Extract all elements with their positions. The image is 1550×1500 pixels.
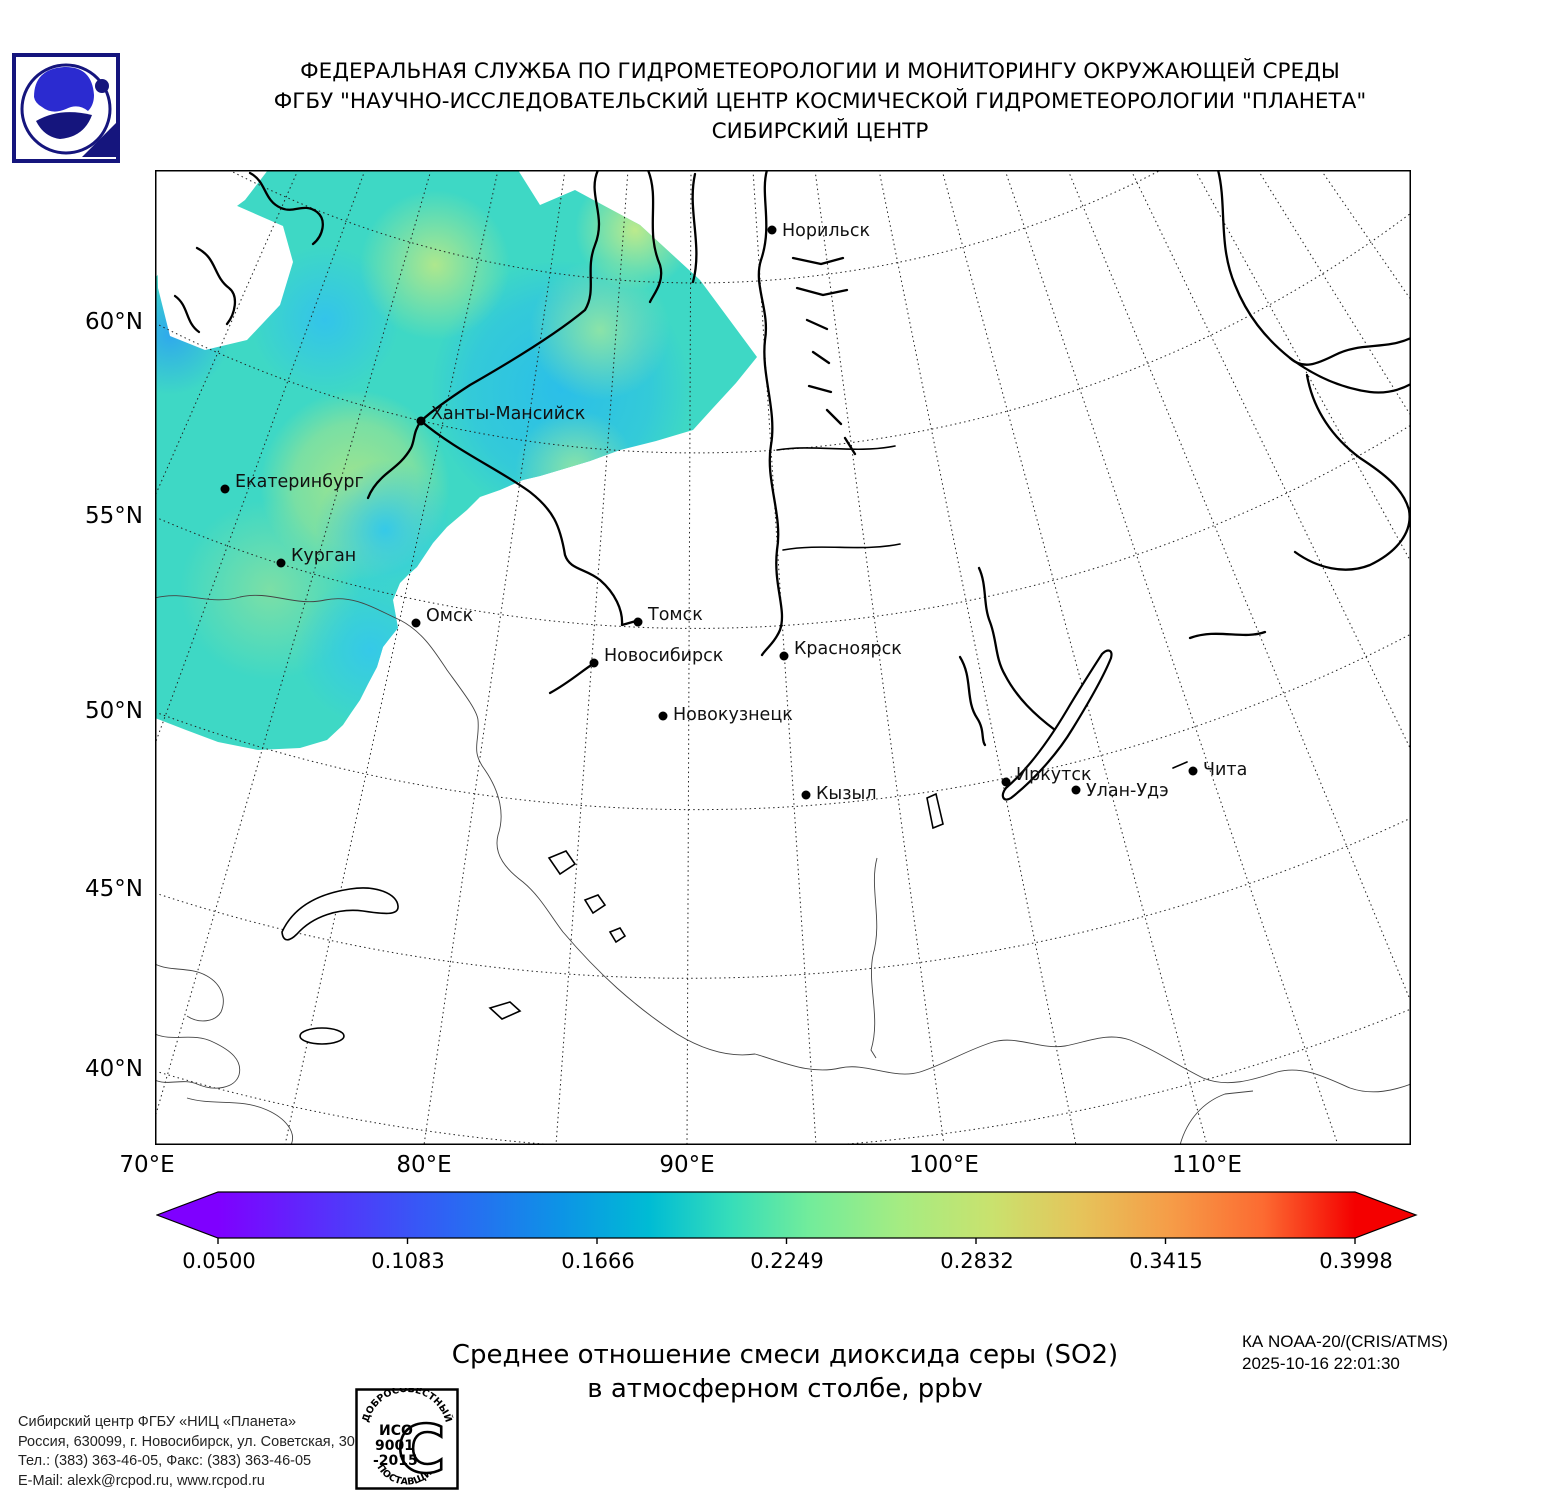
contact-info: Сибирский центр ФГБУ «НИЦ «Планета» Росс… — [18, 1413, 355, 1491]
city-omsk: Омск — [411, 606, 473, 628]
title-line-2: ФГБУ "НАУЧНО-ИССЛЕДОВАТЕЛЬСКИЙ ЦЕНТР КОС… — [273, 89, 1367, 114]
cb-tick-5: 0.3415 — [1129, 1249, 1203, 1273]
data-gap — [157, 200, 293, 350]
lon-label-90e: 90°E — [659, 1152, 715, 1178]
stamp-iso: ИСО — [379, 1423, 413, 1439]
lon-label-100e: 100°E — [909, 1152, 979, 1178]
header-title: ФЕДЕРАЛЬНАЯ СЛУЖБА ПО ГИДРОМЕТЕОРОЛОГИИ … — [120, 57, 1520, 147]
city-tomsk: Томск — [633, 605, 703, 627]
meridians — [155, 170, 1411, 1145]
colorbar-gradient — [218, 1192, 1355, 1238]
svg-text:Ханты-Мансийск: Ханты-Мансийск — [431, 404, 585, 424]
stamp-letter-c: С — [397, 1411, 445, 1488]
river-ob-lower — [419, 170, 601, 423]
city-ulan-ude: Улан-Удэ — [1071, 781, 1169, 801]
iso-9001-stamp-icon: ДОБРОСОВЕСТНЫЙ ПОСТАВЩИК С ИСО 9001 -201… — [355, 1388, 459, 1490]
cb-tick-6: 0.3998 — [1319, 1249, 1393, 1273]
cb-tick-1: 0.1083 — [371, 1249, 445, 1273]
footer-line-2: Россия, 630099, г. Новосибирск, ул. Сове… — [18, 1433, 355, 1450]
parallels — [155, 170, 1411, 1145]
city-kyzyl: Кызыл — [801, 784, 877, 804]
satellite-name: КА NOAA-20/(CRIS/ATMS) — [1242, 1332, 1449, 1351]
svg-text:Норильск: Норильск — [782, 221, 870, 241]
cb-tick-2: 0.1666 — [561, 1249, 635, 1273]
lat-label-40n: 40°N — [85, 1056, 143, 1082]
footer-line-1: Сибирский центр ФГБУ «НИЦ «Планета» — [18, 1414, 297, 1430]
city-khanty-mansiysk: Ханты-Мансийск — [416, 404, 585, 426]
lon-label-110e: 110°E — [1172, 1152, 1242, 1178]
cb-tick-3: 0.2249 — [750, 1249, 824, 1273]
lake-balkhash — [281, 887, 399, 941]
city-ekaterinburg: Екатеринбург — [220, 472, 364, 494]
footer-line-4: E-Mail: alexk@rcpod.ru, www.rcpod.ru — [18, 1472, 265, 1489]
river-irtysh — [366, 419, 423, 500]
city-novosibirsk: Новосибирск — [589, 646, 723, 668]
svg-text:Кызыл: Кызыл — [816, 784, 877, 804]
svg-text:Красноярск: Красноярск — [794, 639, 902, 659]
svg-text:Екатеринбург: Екатеринбург — [235, 472, 364, 492]
svg-text:Чита: Чита — [1203, 760, 1247, 780]
product-caption: Среднее отношение смеси диоксида серы (S… — [380, 1338, 1190, 1406]
caption-line-1: Среднее отношение смеси диоксида серы (S… — [451, 1340, 1119, 1370]
city-kurgan: Курган — [276, 546, 356, 568]
svg-text:Улан-Удэ: Улан-Удэ — [1086, 781, 1169, 801]
acquisition-datetime: 2025-10-16 22:01:30 — [1242, 1354, 1400, 1373]
lat-label-45n: 45°N — [85, 876, 143, 902]
title-line-3: СИБИРСКИЙ ЦЕНТР — [711, 119, 929, 144]
city-norilsk: Норильск — [767, 221, 870, 241]
caption-line-2: в атмосферном столбе, ppbv — [587, 1374, 983, 1404]
svg-text:Иркутск: Иркутск — [1016, 765, 1092, 785]
lakes — [281, 792, 944, 1045]
river-ob-upper — [419, 419, 638, 627]
river-lena — [1216, 170, 1411, 394]
city-irkutsk: Иркутск — [1001, 765, 1092, 787]
planeta-logo-icon — [12, 53, 120, 163]
lat-label-60n: 60°N — [85, 309, 143, 335]
city-krasnoyarsk: Красноярск — [779, 639, 902, 661]
river-angara — [977, 566, 1057, 732]
stamp-2015: -2015 — [373, 1453, 418, 1469]
map-canvas: Норильск Ханты-Мансийск Екатеринбург Кур… — [155, 170, 1411, 1145]
colorbar-over-arrow — [1355, 1192, 1416, 1238]
cb-tick-4: 0.2832 — [940, 1249, 1014, 1273]
svg-text:Новокузнецк: Новокузнецк — [673, 705, 793, 725]
river-yenisei — [757, 170, 784, 657]
colorbar-ticks — [217, 1238, 1356, 1244]
lat-label-50n: 50°N — [85, 698, 143, 724]
svg-text:Курган: Курган — [291, 546, 356, 566]
colorbar-under-arrow — [157, 1192, 218, 1238]
rivers-coastlines — [173, 170, 1411, 801]
footer-line-3: Тел.: (383) 363-46-05, Факс: (383) 363-4… — [18, 1453, 312, 1469]
svg-text:Новосибирск: Новосибирск — [604, 646, 723, 666]
country-borders — [155, 594, 1411, 1145]
lon-label-70e: 70°E — [119, 1152, 175, 1178]
city-markers: Норильск Ханты-Мансийск Екатеринбург Кур… — [220, 221, 1247, 804]
stamp-9001: 9001 — [375, 1438, 414, 1454]
city-novokuznetsk: Новокузнецк — [658, 705, 793, 725]
graticule — [155, 170, 1411, 1145]
title-line-1: ФЕДЕРАЛЬНАЯ СЛУЖБА ПО ГИДРОМЕТЕОРОЛОГИИ … — [300, 59, 1340, 84]
cb-tick-0: 0.0500 — [182, 1249, 256, 1273]
city-chita: Чита — [1188, 760, 1247, 780]
svg-text:Томск: Томск — [647, 605, 703, 625]
lon-label-80e: 80°E — [396, 1152, 452, 1178]
map-frame — [155, 170, 1411, 1145]
lake-issyk-kul — [299, 1027, 345, 1045]
svg-text:Омск: Омск — [426, 606, 473, 626]
lake-baikal — [1001, 649, 1113, 801]
colorbar — [156, 1191, 1418, 1244]
lake-khovsgol — [926, 792, 944, 830]
satellite-info: КА NOAA-20/(CRIS/ATMS) 2025-10-16 22:01:… — [1242, 1331, 1448, 1375]
lat-label-55n: 55°N — [85, 503, 143, 529]
